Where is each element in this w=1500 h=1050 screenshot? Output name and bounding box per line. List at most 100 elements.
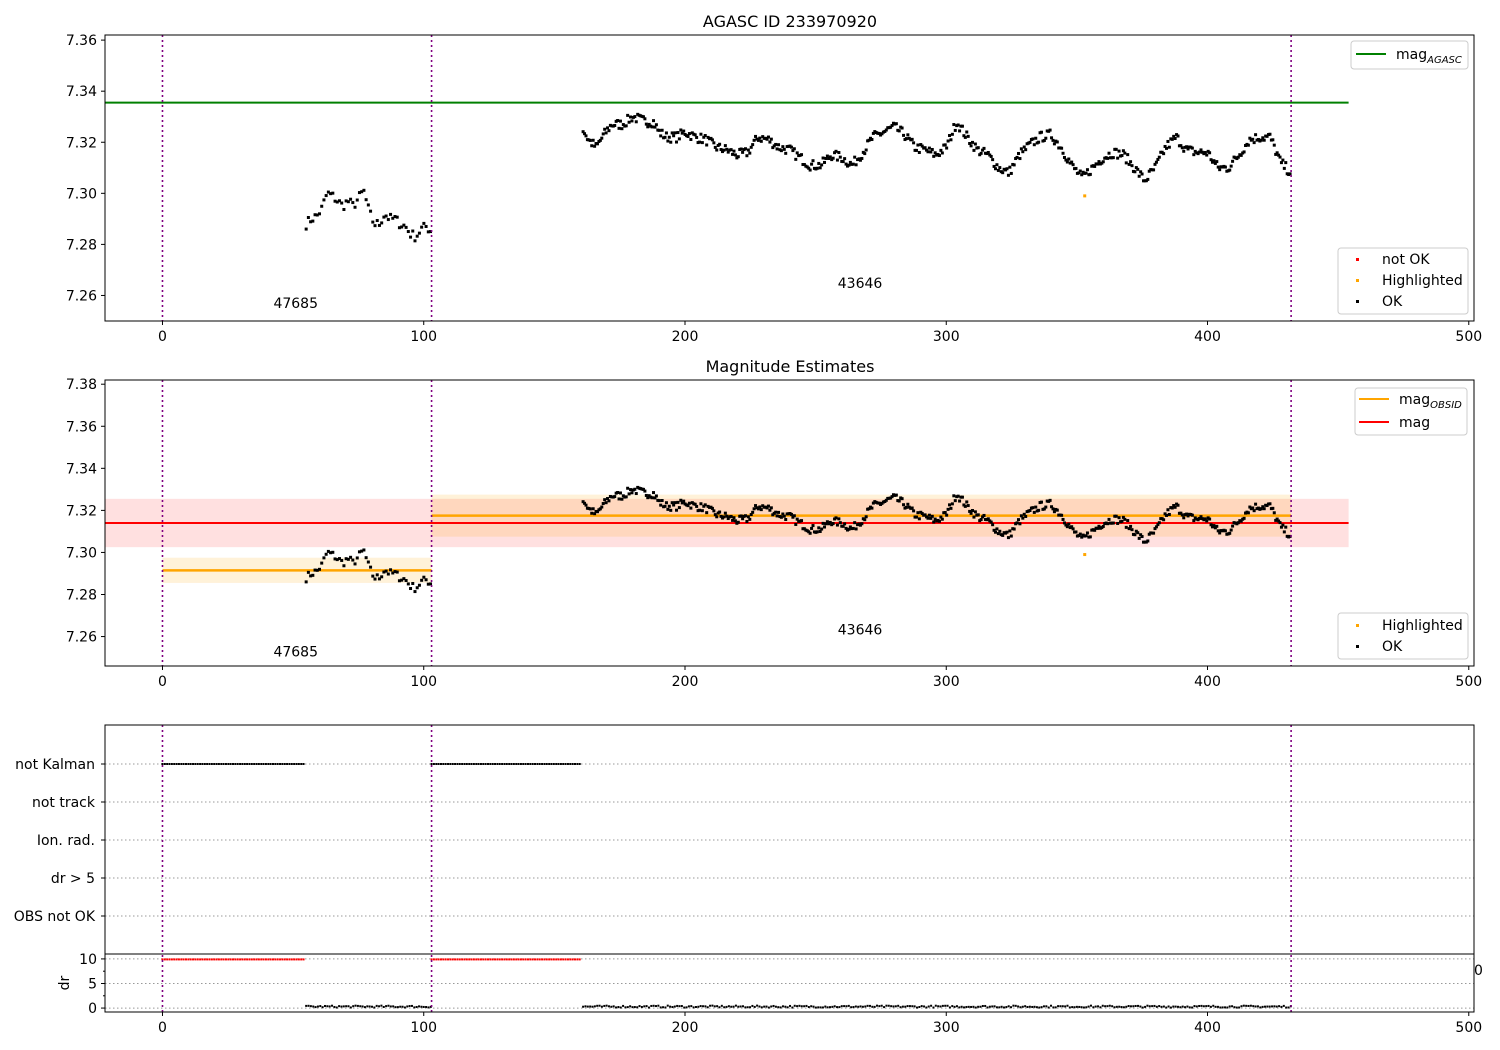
data-point	[380, 221, 384, 225]
dr-point	[361, 1005, 364, 1008]
flag-point	[269, 763, 272, 765]
dr-not-ok-point	[173, 958, 176, 961]
data-point	[659, 503, 663, 507]
data-point	[583, 501, 587, 505]
data-point	[766, 504, 770, 508]
y-tick-label: 7.30	[66, 186, 97, 202]
flag-point	[477, 763, 480, 765]
data-point	[669, 140, 673, 144]
data-point	[1018, 157, 1022, 161]
data-point	[969, 511, 973, 515]
data-point	[346, 200, 350, 204]
data-point	[968, 141, 972, 145]
data-point	[1117, 516, 1121, 520]
data-point	[590, 511, 594, 515]
dr-point	[333, 1005, 336, 1008]
data-point	[838, 155, 842, 159]
dr-point	[737, 1005, 740, 1008]
legend-label: not OK	[1382, 252, 1430, 268]
flag-point	[503, 763, 506, 765]
data-point	[1199, 515, 1203, 519]
data-point	[1163, 512, 1167, 516]
data-point	[342, 564, 346, 568]
dr-point	[1002, 1006, 1005, 1009]
data-point	[705, 511, 709, 515]
dr-point	[1073, 1006, 1076, 1009]
data-point	[670, 131, 674, 135]
data-point	[1218, 168, 1222, 172]
panel2-data-layer	[105, 380, 1349, 666]
data-point	[722, 148, 726, 152]
data-point	[1179, 511, 1183, 515]
panel2-point-legend: Highlighted OK	[1337, 612, 1469, 660]
panel1-plot: 0 100 200 300 400 500 7.26 7.28 7.30 7.32 7.34 7.36…	[66, 33, 1482, 345]
data-point	[795, 517, 799, 521]
dr-point	[760, 1006, 763, 1009]
data-point	[1265, 134, 1269, 138]
data-point	[979, 518, 983, 522]
data-point	[817, 526, 821, 530]
dr-point	[1014, 1004, 1017, 1007]
dr-point	[979, 1005, 982, 1008]
dr-not-ok-point	[451, 958, 454, 961]
data-point	[749, 513, 753, 517]
data-point	[670, 501, 674, 505]
data-point	[1164, 146, 1168, 150]
data-point	[666, 139, 670, 143]
data-point	[837, 517, 841, 521]
data-point	[1140, 535, 1144, 539]
dr-point	[1273, 1005, 1276, 1008]
data-point	[1154, 160, 1158, 164]
dr-not-ok-point	[571, 958, 574, 961]
flag-point	[578, 763, 581, 765]
dr-point	[786, 1006, 789, 1009]
flag-point	[192, 763, 195, 765]
data-point	[1239, 519, 1243, 523]
flag-point	[213, 763, 216, 765]
flag-point	[182, 763, 185, 765]
dr-not-ok-point	[194, 958, 197, 961]
x-tick-label: 200	[672, 674, 699, 690]
data-point	[1121, 149, 1125, 153]
data-point	[673, 131, 677, 135]
stray-tick-label: 0	[1474, 963, 1483, 979]
dr-point	[1219, 1006, 1222, 1009]
data-point	[1117, 149, 1121, 153]
data-point	[972, 148, 976, 152]
data-point	[754, 134, 758, 138]
data-point	[1137, 174, 1141, 178]
dr-point	[1153, 1004, 1156, 1007]
data-point	[317, 212, 321, 216]
data-point	[894, 122, 898, 126]
dr-not-ok-point	[279, 958, 282, 961]
data-point	[771, 146, 775, 150]
data-point	[371, 220, 375, 224]
flag-point	[550, 763, 553, 765]
data-point	[722, 515, 726, 519]
flag-point	[536, 763, 539, 765]
dr-point	[363, 1006, 366, 1009]
dr-not-ok-point	[435, 958, 438, 961]
data-point	[751, 143, 755, 147]
y-tick-label: 7.28	[66, 237, 97, 253]
dr-point	[659, 1006, 662, 1009]
flag-point	[524, 763, 527, 765]
data-point	[1028, 140, 1032, 144]
dr-point	[868, 1004, 871, 1007]
dr-point	[927, 1005, 930, 1008]
data-point	[838, 521, 842, 525]
data-point	[982, 146, 986, 150]
data-point	[1284, 161, 1288, 165]
dr-not-ok-point	[293, 958, 296, 961]
dr-point	[817, 1006, 820, 1009]
data-point	[769, 137, 773, 141]
data-point	[743, 147, 747, 151]
dr-point	[650, 1004, 653, 1007]
data-point	[733, 153, 737, 157]
data-point	[851, 162, 855, 166]
data-point	[417, 231, 421, 235]
data-point	[616, 490, 620, 494]
dr-point	[1087, 1005, 1090, 1008]
data-point	[965, 130, 969, 134]
dr-point	[751, 1004, 754, 1007]
